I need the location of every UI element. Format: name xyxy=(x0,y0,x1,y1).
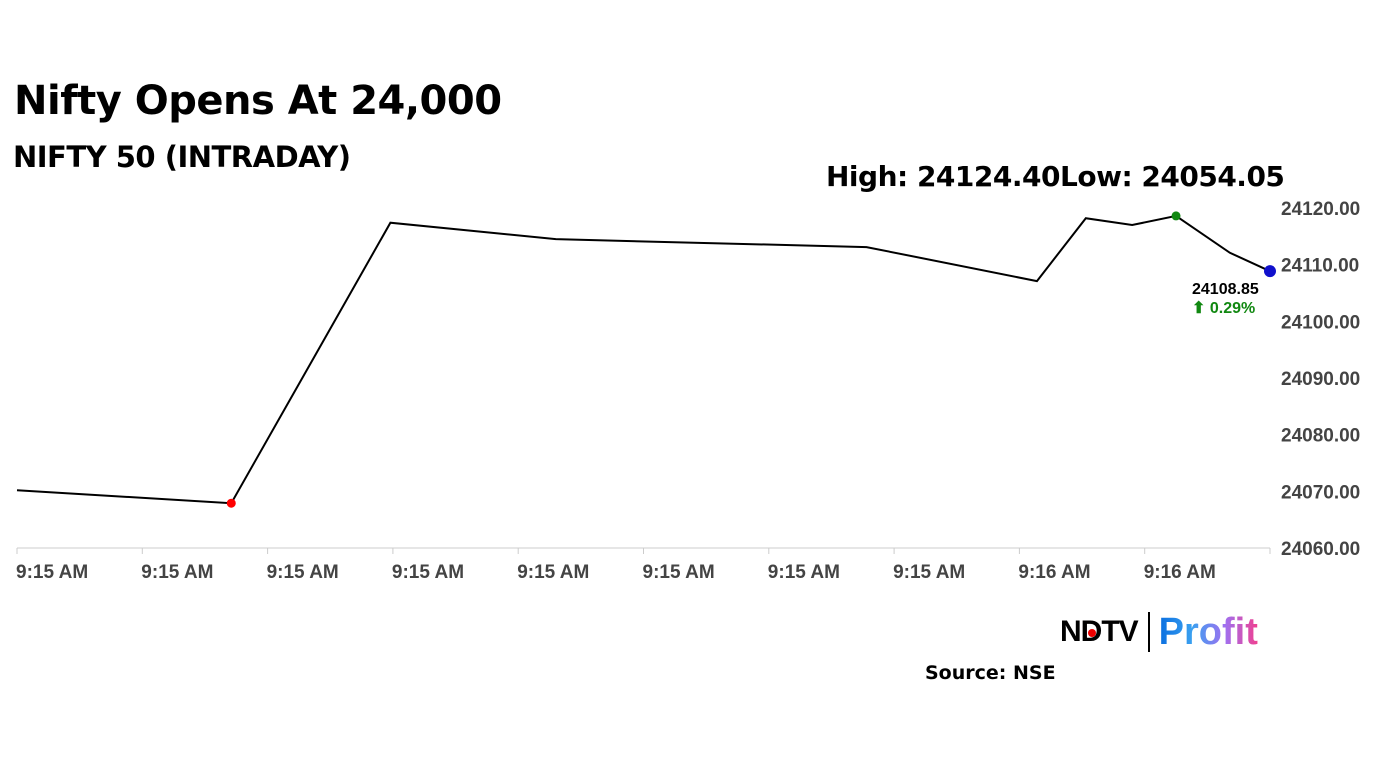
change-label: ⬆ 0.29% xyxy=(1192,300,1255,317)
x-tick-label: 9:16 AM xyxy=(1144,562,1216,583)
x-tick-label: 9:15 AM xyxy=(392,562,464,583)
logo-divider xyxy=(1147,612,1150,652)
y-tick-label: 24070.00 xyxy=(1281,482,1360,503)
x-tick-label: 9:15 AM xyxy=(141,562,213,583)
chart-title: Nifty Opens At 24,000 xyxy=(14,78,502,124)
x-tick-label: 9:15 AM xyxy=(16,562,88,583)
blue-marker xyxy=(1264,265,1276,278)
ndtv-profit-logo: NDTV Profit xyxy=(1060,610,1258,654)
y-tick-label: 24080.00 xyxy=(1281,426,1360,447)
green-marker xyxy=(1171,211,1181,221)
logo-ndtv: NDTV xyxy=(1060,615,1139,648)
red-marker xyxy=(226,498,236,508)
x-tick-label: 9:15 AM xyxy=(768,562,840,583)
y-tick-label: 24100.00 xyxy=(1281,312,1360,333)
y-tick-label: 24110.00 xyxy=(1281,256,1359,277)
y-tick-label: 24090.00 xyxy=(1281,369,1360,390)
low-label: Low: 24054.05 xyxy=(1060,160,1285,193)
high-label: High: 24124.40 xyxy=(826,160,1060,193)
source-note: Source: NSE xyxy=(925,662,1056,684)
x-tick-label: 9:15 AM xyxy=(517,562,589,583)
x-tick-label: 9:15 AM xyxy=(643,562,715,583)
x-tick-label: 9:15 AM xyxy=(267,562,339,583)
logo-profit: Profit xyxy=(1158,611,1258,653)
last-value-label: 24108.85 xyxy=(1192,281,1259,298)
price-line xyxy=(16,214,1271,505)
x-tick-label: 9:16 AM xyxy=(1018,562,1090,583)
x-tick-label: 9:15 AM xyxy=(893,562,965,583)
chart-subtitle: NIFTY 50 (INTRADAY) xyxy=(13,140,351,174)
y-tick-label: 24060.00 xyxy=(1281,539,1360,560)
y-tick-label: 24120.00 xyxy=(1281,199,1360,220)
